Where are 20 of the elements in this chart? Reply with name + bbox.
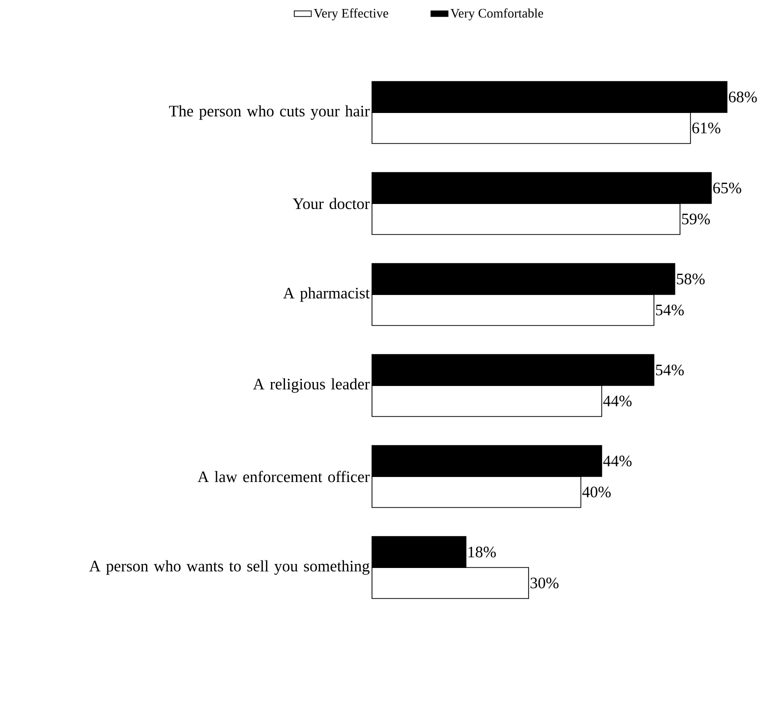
y-tick-label: A pharmacist bbox=[283, 287, 370, 302]
data-label: 44% bbox=[603, 396, 632, 406]
data-label: 30% bbox=[530, 578, 558, 588]
data-label: 68% bbox=[728, 92, 757, 102]
data-label: 54% bbox=[656, 364, 684, 376]
y-tick-label: A law enforcement officer bbox=[198, 470, 370, 482]
data-label: 18% bbox=[468, 546, 496, 558]
data-label: 54% bbox=[656, 304, 684, 316]
y-tick-label: A religious leader bbox=[253, 378, 370, 393]
legend-label: Very Effective bbox=[314, 8, 388, 20]
data-label: 59% bbox=[682, 214, 710, 224]
y-tick-label: A person who wants to sell you something bbox=[89, 560, 370, 575]
legend-label: Very Comfortable bbox=[450, 8, 544, 20]
data-label: 58% bbox=[676, 274, 705, 284]
data-label: 61% bbox=[692, 122, 720, 134]
y-tick-label: Your doctor bbox=[292, 198, 370, 210]
y-tick-label: The person who cuts your hair bbox=[169, 105, 370, 120]
data-label: 65% bbox=[713, 182, 742, 194]
data-label: 44% bbox=[603, 456, 632, 466]
data-label: 40% bbox=[582, 486, 611, 498]
